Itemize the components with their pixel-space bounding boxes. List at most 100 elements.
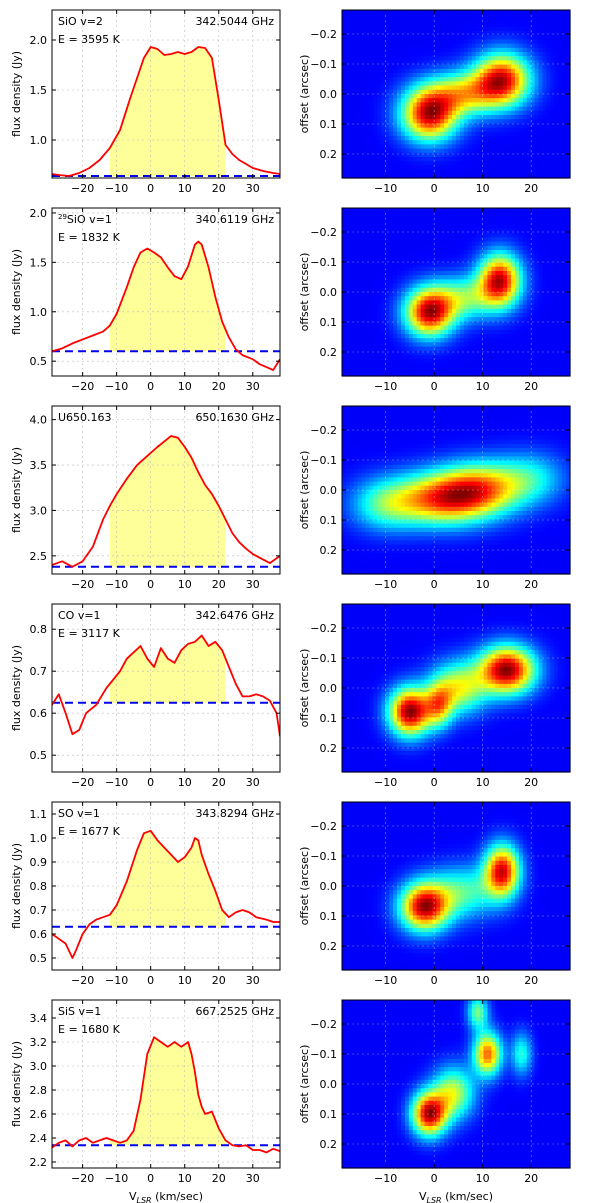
x-tick-label: 0 (431, 578, 438, 591)
x-axis-label: VLSR (km/sec) (129, 1190, 203, 1203)
isotope-superscript: 29 (58, 213, 67, 221)
y-tick-label: 0.0 (320, 880, 338, 893)
x-tick-label: 10 (476, 974, 490, 987)
x-tick-label: 10 (178, 974, 192, 987)
x-tick-label: 30 (246, 578, 260, 591)
y-tick-label: 1.5 (30, 256, 48, 269)
y-tick-label: 0.1 (320, 910, 338, 923)
x-tick-label: 20 (212, 1172, 226, 1185)
frequency-label: 667.2525 GHz (195, 1005, 274, 1018)
y-tick-label: 0.7 (30, 665, 48, 678)
y-tick-label: 2.2 (30, 1156, 48, 1169)
pv-diagram-panel-3: −0.2 −0.1 0.0 0.1 0.2 −10 0 10 20 offset (arcsec) (298, 405, 571, 591)
y-tick-label: 0.2 (320, 148, 338, 161)
y-tick-label: 0.1 (320, 118, 338, 131)
x-tick-label: 10 (178, 380, 192, 393)
pv-diagram-panel-2: −0.2 −0.1 0.0 0.1 0.2 −10 0 10 20 offset (arcsec) (298, 207, 571, 393)
y-tick-label: 0.5 (30, 749, 48, 762)
x-tick-label: 10 (476, 380, 490, 393)
axes-frame (341, 999, 571, 1169)
x-tick-label: 30 (246, 974, 260, 987)
y-tick-label: 3.5 (30, 459, 48, 472)
y-tick-label: −0.1 (310, 256, 337, 269)
y-tick-label: 1.1 (30, 808, 48, 821)
y-tick-label: 0.1 (320, 514, 338, 527)
x-tick-label: −10 (374, 578, 397, 591)
y-tick-label: 0.2 (320, 346, 338, 359)
x-tick-label: −20 (71, 974, 94, 987)
spectrum-line (52, 634, 280, 737)
x-tick-label: −10 (374, 974, 397, 987)
x-tick-label: −20 (71, 182, 94, 195)
y-tick-label: 2.6 (30, 1108, 48, 1121)
x-tick-label: 0 (431, 182, 438, 195)
y-tick-label: 0.1 (320, 1108, 338, 1121)
x-tick-label: −10 (374, 776, 397, 789)
pv-diagram-panel-1: −0.2 −0.1 0.0 0.1 0.2 −10 0 10 20 offset (arcsec) (298, 9, 571, 195)
x-tick-label: 20 (212, 380, 226, 393)
line-name-label: SiS v=1 (58, 1005, 101, 1018)
y-tick-label: 4.0 (30, 414, 48, 427)
x-tick-label: 10 (178, 776, 192, 789)
y-axis-label: flux density (Jy) (10, 447, 23, 533)
y-tick-label: 2.5 (30, 550, 48, 563)
x-tick-label: −10 (105, 380, 128, 393)
spectrum-panel-3: U650.163 650.1630 GHz 2.5 3.0 3.5 4.0 −20 −10 0 1… (10, 405, 281, 591)
x-tick-label: 0 (147, 1172, 154, 1185)
x-tick-label: 30 (246, 1172, 260, 1185)
y-axis-label: offset (arcsec) (298, 253, 311, 332)
y-tick-label: −0.1 (310, 58, 337, 71)
x-tick-label: 20 (524, 578, 538, 591)
y-axis-label: flux density (Jy) (10, 249, 23, 335)
x-tick-label: −10 (105, 1172, 128, 1185)
line-name-label: CO v=1 (58, 609, 101, 622)
axes-frame (341, 207, 571, 377)
y-axis-label: flux density (Jy) (10, 645, 23, 731)
y-tick-label: 0.8 (30, 880, 48, 893)
y-axis-label: offset (arcsec) (298, 55, 311, 134)
x-tick-label: 20 (524, 974, 538, 987)
spectrum-line (52, 46, 280, 177)
x-tick-label: 20 (212, 182, 226, 195)
y-tick-label: −0.2 (310, 28, 337, 41)
y-axis-label: flux density (Jy) (10, 1041, 23, 1127)
y-axis-label: flux density (Jy) (10, 51, 23, 137)
axes-frame (51, 405, 281, 575)
y-tick-label: 2.0 (30, 207, 48, 220)
upper-energy-label: E = 1680 K (58, 1023, 121, 1036)
x-tick-label: 20 (524, 182, 538, 195)
y-tick-label: 0.6 (30, 707, 48, 720)
y-tick-label: −0.1 (310, 850, 337, 863)
axes-frame (51, 207, 281, 377)
spectrum-line (52, 435, 280, 568)
y-axis-label: flux density (Jy) (10, 843, 23, 929)
x-tick-label: −20 (71, 1172, 94, 1185)
spectrum-panel-5: SO v=1 E = 1677 K 343.8294 GHz 0.5 0.6 0.7 0.8… (10, 801, 281, 987)
frequency-label: 342.6476 GHz (195, 609, 274, 622)
y-tick-label: −0.2 (310, 1018, 337, 1031)
y-tick-label: 3.0 (30, 1060, 48, 1073)
spectrum-panel-4: CO v=1 E = 3117 K 342.6476 GHz 0.5 0.6 0.7 0.8… (10, 603, 281, 789)
frequency-label: 340.6119 GHz (195, 213, 274, 226)
spectrum-line (52, 829, 280, 959)
y-tick-label: 0.2 (320, 1138, 338, 1151)
y-tick-label: 0.2 (320, 940, 338, 953)
x-tick-label: 0 (147, 578, 154, 591)
axes-frame (51, 603, 281, 773)
y-axis-label: offset (arcsec) (298, 1045, 311, 1124)
y-tick-label: 0.0 (320, 682, 338, 695)
upper-energy-label: E = 3117 K (58, 627, 121, 640)
frequency-label: 343.8294 GHz (195, 807, 274, 820)
x-tick-label: 0 (431, 1172, 438, 1185)
x-tick-label: −10 (105, 974, 128, 987)
x-tick-label: −10 (105, 578, 128, 591)
spectrum-panel-6: SiS v=1 E = 1680 K 667.2525 GHz 2.2 2.4 2.6 2.… (10, 999, 281, 1203)
x-tick-label: 0 (147, 974, 154, 987)
line-emission-fill (109, 47, 226, 176)
line-name-label: SO v=1 (58, 807, 100, 820)
x-tick-label: 20 (212, 974, 226, 987)
y-tick-label: 0.2 (320, 544, 338, 557)
pv-intensity-map (342, 604, 571, 773)
y-tick-label: 1.0 (30, 134, 48, 147)
